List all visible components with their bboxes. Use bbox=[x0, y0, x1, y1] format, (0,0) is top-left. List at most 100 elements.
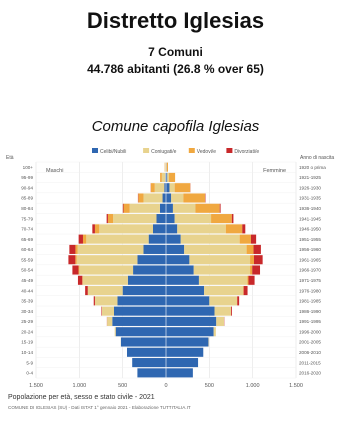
bar-female bbox=[171, 193, 184, 203]
bar-male bbox=[75, 255, 77, 265]
bar-male bbox=[94, 296, 118, 306]
age-tick-label: 0-4 bbox=[26, 371, 33, 376]
bar-female bbox=[166, 203, 173, 213]
x-tick-label: 500 bbox=[205, 383, 214, 389]
age-axis-title: Età bbox=[6, 155, 14, 161]
bar-male bbox=[122, 286, 166, 296]
bar-female bbox=[243, 286, 248, 296]
bar-female bbox=[183, 193, 205, 203]
bar-male bbox=[120, 337, 166, 347]
birth-year-label: 1926-1930 bbox=[299, 185, 321, 190]
bar-male bbox=[127, 275, 166, 285]
bar-female bbox=[193, 265, 251, 275]
birth-year-label: 2011-2015 bbox=[299, 360, 321, 365]
x-tick-label: 1.000 bbox=[72, 383, 86, 389]
legend-swatch bbox=[92, 148, 98, 153]
bar-male bbox=[101, 306, 114, 316]
legend-label: Coniugati/e bbox=[151, 149, 177, 155]
bar-female bbox=[247, 275, 249, 285]
birth-year-label: 1920 o prima bbox=[299, 165, 326, 170]
bar-female bbox=[166, 327, 214, 337]
bar-female bbox=[180, 234, 240, 244]
bar-male bbox=[82, 234, 87, 244]
legend-label: Divorziati/e bbox=[234, 149, 259, 155]
age-tick-label: 85-89 bbox=[21, 196, 33, 201]
bar-male bbox=[106, 214, 108, 224]
bar-female bbox=[166, 347, 204, 357]
bar-male bbox=[86, 234, 149, 244]
bar-female bbox=[253, 244, 261, 254]
bar-male bbox=[117, 296, 166, 306]
x-tick-label: 1.000 bbox=[246, 383, 260, 389]
age-tick-label: 100+ bbox=[23, 165, 34, 170]
legend-swatch bbox=[226, 148, 233, 153]
bar-male bbox=[122, 203, 124, 213]
age-tick-label: 5-9 bbox=[26, 360, 33, 365]
bar-female bbox=[166, 193, 172, 203]
bar-female bbox=[231, 306, 232, 316]
bar-female bbox=[213, 327, 216, 337]
bar-female bbox=[246, 244, 254, 254]
x-tick-label: 1.500 bbox=[289, 383, 303, 389]
bar-female bbox=[174, 183, 191, 193]
birth-year-label: 1931-1935 bbox=[299, 196, 321, 201]
bar-female bbox=[169, 172, 176, 182]
birth-year-label: 1966-1970 bbox=[299, 268, 321, 273]
bar-male bbox=[161, 172, 166, 182]
bar-male bbox=[75, 244, 78, 254]
age-tick-label: 80-84 bbox=[21, 206, 33, 211]
age-tick-label: 60-64 bbox=[21, 247, 33, 252]
bar-male bbox=[82, 275, 128, 285]
bar-female bbox=[166, 358, 199, 368]
bar-female bbox=[166, 265, 194, 275]
page-title: Distretto Iglesias bbox=[86, 8, 265, 33]
bar-male bbox=[123, 203, 130, 213]
age-tick-label: 40-44 bbox=[21, 288, 33, 293]
bar-female bbox=[166, 172, 168, 182]
birth-year-label: 1946-1950 bbox=[299, 227, 321, 232]
bar-female bbox=[166, 286, 205, 296]
legend-swatch bbox=[143, 148, 150, 153]
bar-male bbox=[143, 193, 163, 203]
legend-label: Vedovi/e bbox=[197, 149, 216, 155]
bar-female bbox=[253, 255, 263, 265]
side-label-right: Femmine bbox=[263, 168, 286, 174]
bar-male bbox=[113, 214, 157, 224]
bar-female bbox=[189, 255, 251, 265]
bar-female bbox=[166, 234, 181, 244]
x-tick-label: 500 bbox=[118, 383, 127, 389]
bar-male bbox=[82, 275, 83, 285]
bar-female bbox=[243, 286, 244, 296]
bar-female bbox=[248, 275, 255, 285]
bar-female bbox=[237, 296, 240, 306]
bar-female bbox=[166, 214, 175, 224]
year-axis-title: Anno di nascita bbox=[300, 155, 334, 161]
legend-swatch bbox=[188, 148, 195, 153]
bar-male bbox=[77, 275, 83, 285]
bar-female bbox=[198, 275, 248, 285]
bar-female bbox=[166, 316, 217, 326]
bar-male bbox=[79, 265, 134, 275]
population-pyramid-chart: 1.500 1.000 500 0 500 1.000 1.500 Celibi/Nubili… bbox=[6, 148, 334, 410]
bar-female bbox=[209, 296, 238, 306]
bar-female bbox=[174, 214, 212, 224]
age-tick-label: 90-94 bbox=[21, 185, 33, 190]
bar-male bbox=[93, 296, 95, 306]
bar-female bbox=[239, 234, 251, 244]
bar-male bbox=[77, 244, 144, 254]
bar-female bbox=[250, 265, 253, 275]
capofila-heading: Comune capofila Iglesias bbox=[91, 118, 260, 135]
chart-caption: Popolazione per età, sesso e stato civil… bbox=[8, 394, 155, 401]
bar-female bbox=[242, 224, 246, 234]
age-tick-label: 15-19 bbox=[21, 340, 33, 345]
birth-year-label: 2016-2020 bbox=[299, 371, 321, 376]
age-tick-label: 35-39 bbox=[21, 299, 33, 304]
bar-male bbox=[153, 224, 166, 234]
age-tick-label: 45-49 bbox=[21, 278, 33, 283]
age-tick-label: 70-74 bbox=[21, 227, 33, 232]
bar-female bbox=[166, 162, 168, 172]
bar-female bbox=[214, 306, 231, 316]
age-tick-label: 25-29 bbox=[21, 319, 33, 324]
bar-female bbox=[167, 172, 170, 182]
bar-female bbox=[166, 337, 209, 347]
